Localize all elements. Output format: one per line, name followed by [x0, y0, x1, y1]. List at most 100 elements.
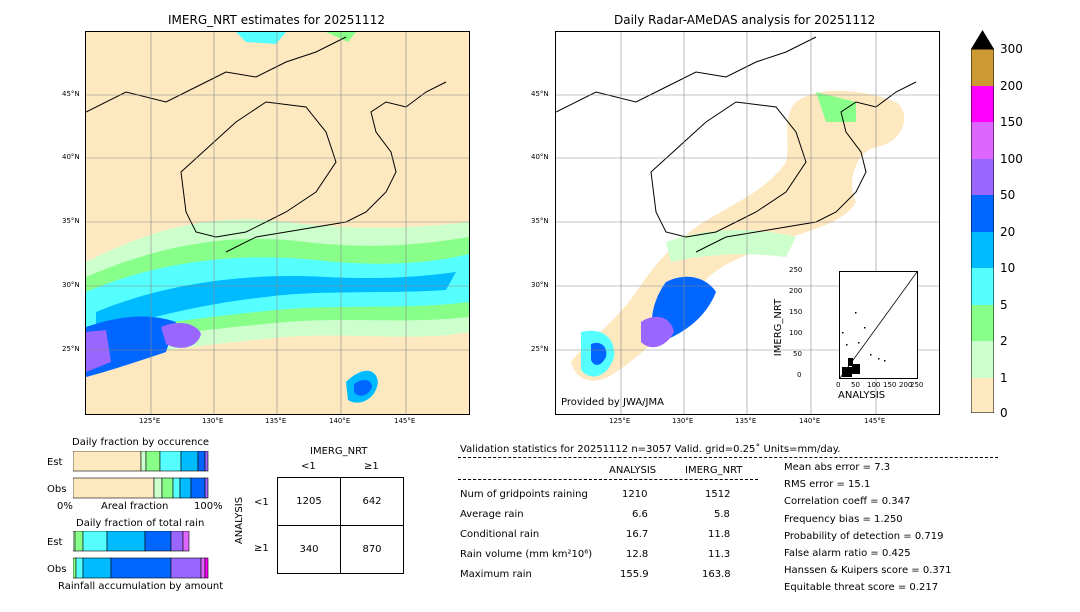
contingency-cell-c: 340: [277, 525, 341, 574]
scatter-x-tick: 150: [883, 381, 897, 389]
scatter-y-tick: 150: [789, 308, 803, 316]
validation-row-label: Rain volume (mm km²10⁶): [460, 549, 593, 560]
colorbar-label: 300: [1000, 42, 1023, 56]
scatter-y-tick: 0: [797, 371, 802, 379]
total-rain-bars: [73, 531, 209, 579]
contingency-cell-a: 1205: [277, 477, 341, 526]
scatter-inset: [839, 271, 918, 379]
right-lon-tick: 125°E: [609, 417, 631, 425]
right-lat-tick: 40°N: [531, 153, 549, 161]
total-rain-footer: Rainfall accumulation by amount: [58, 581, 224, 592]
validation-row-label: Num of gridpoints raining: [460, 489, 588, 500]
colorbar-label: 150: [1000, 115, 1023, 129]
colorbar-svg: [971, 49, 994, 413]
contingency-row-lt: <1: [254, 497, 269, 508]
colorbar-label: 5: [1000, 298, 1008, 312]
left-lat-tick: 35°N: [62, 217, 80, 225]
left-map: [85, 31, 470, 415]
colorbar-label: 1: [1000, 371, 1008, 385]
score-item: Frequency bias = 1.250: [784, 514, 903, 525]
right-lat-tick: 45°N: [531, 90, 549, 98]
validation-divider: [458, 457, 998, 458]
left-lat-tick: 40°N: [62, 153, 80, 161]
score-item: Probability of detection = 0.719: [784, 531, 944, 542]
validation-row-imerg: 5.8: [714, 509, 730, 520]
occurrence-bars: [73, 451, 209, 499]
contingency-row-title: ANALYSIS: [234, 496, 246, 545]
contingency-col-title: IMERG_NRT: [310, 446, 368, 457]
colorbar-label: 10: [1000, 261, 1016, 275]
left-lon-tick: 145°E: [394, 417, 416, 425]
scatter-x-tick: 0: [836, 381, 841, 389]
scatter-x-tick: 250: [910, 381, 924, 389]
colorbar-label: 100: [1000, 152, 1023, 166]
left-map-rain-field: [86, 32, 469, 414]
validation-row-analysis: 12.8: [626, 549, 649, 560]
contingency-cell-b: 642: [340, 477, 404, 526]
colorbar-label: 2: [1000, 334, 1008, 348]
colorbar-label: 20: [1000, 225, 1016, 239]
scatter-y-tick: 250: [789, 266, 803, 274]
right-lon-tick: 135°E: [735, 417, 757, 425]
validation-table-divider: [458, 479, 758, 480]
colorbar-extend-arrow: [971, 30, 994, 49]
scatter-plot: [839, 271, 918, 379]
contingency-col-lt: <1: [301, 461, 316, 472]
score-item: False alarm ratio = 0.425: [784, 548, 911, 559]
validation-row-analysis: 16.7: [626, 529, 649, 540]
validation-header: Validation statistics for 20251112 n=305…: [460, 444, 841, 455]
score-item: Equitable threat score = 0.217: [784, 582, 939, 593]
score-item: RMS error = 15.1: [784, 479, 871, 490]
validation-row-imerg: 163.8: [702, 569, 731, 580]
occurrence-axis-label: Areal fraction: [101, 501, 169, 512]
scatter-y-tick: 200: [789, 287, 803, 295]
left-lon-tick: 135°E: [265, 417, 287, 425]
scatter-x-tick: 50: [851, 381, 860, 389]
score-item: Hanssen & Kuipers score = 0.371: [784, 565, 952, 576]
scatter-ylabel: IMERG_NRT: [773, 298, 785, 357]
right-lat-tick: 25°N: [531, 345, 549, 353]
right-lat-tick: 30°N: [531, 281, 549, 289]
colorbar: [971, 49, 994, 413]
validation-col-analysis: ANALYSIS: [609, 465, 657, 476]
right-lon-tick: 130°E: [672, 417, 694, 425]
left-lat-tick: 45°N: [62, 90, 80, 98]
score-item: Correlation coeff = 0.347: [784, 496, 911, 507]
validation-row-analysis: 1210: [622, 489, 648, 500]
contingency-row-ge: ≥1: [254, 543, 269, 554]
occurrence-row-obs: Obs: [47, 484, 67, 495]
contingency-cell-d: 870: [340, 525, 404, 574]
left-lon-tick: 125°E: [139, 417, 161, 425]
score-item: Mean abs error = 7.3: [784, 462, 891, 473]
occurrence-title: Daily fraction by occurence: [72, 437, 210, 448]
scatter-xlabel: ANALYSIS: [838, 390, 886, 401]
total-rain-title: Daily fraction of total rain: [76, 518, 205, 529]
validation-row-analysis: 155.9: [620, 569, 649, 580]
scatter-x-tick: 200: [899, 381, 913, 389]
left-lon-tick: 140°E: [329, 417, 351, 425]
right-map-rain-field: [556, 32, 939, 414]
colorbar-label: 50: [1000, 188, 1016, 202]
contingency-col-ge: ≥1: [364, 461, 379, 472]
data-credit: Provided by JWA/JMA: [561, 397, 664, 408]
validation-row-imerg: 11.8: [708, 529, 731, 540]
right-map-title: Daily Radar-AMeDAS analysis for 20251112: [614, 13, 876, 27]
occurrence-axis-right: 100%: [194, 501, 223, 512]
left-lat-tick: 25°N: [62, 345, 80, 353]
scatter-y-tick: 50: [793, 350, 802, 358]
right-lat-tick: 35°N: [531, 217, 549, 225]
total-rain-row-est: Est: [47, 537, 63, 548]
scatter-x-tick: 100: [867, 381, 881, 389]
left-lon-tick: 130°E: [202, 417, 224, 425]
validation-row-label: Conditional rain: [460, 529, 540, 540]
validation-col-imerg: IMERG_NRT: [685, 465, 743, 476]
occurrence-row-est: Est: [47, 457, 63, 468]
validation-row-imerg: 1512: [705, 489, 731, 500]
left-map-title: IMERG_NRT estimates for 20251112: [168, 13, 385, 27]
validation-row-analysis: 6.6: [632, 509, 648, 520]
total-rain-row-obs: Obs: [47, 564, 67, 575]
right-lon-tick: 140°E: [799, 417, 821, 425]
colorbar-label: 0: [1000, 406, 1008, 420]
contingency-table: 1205 642 340 870: [277, 477, 404, 574]
occurrence-axis-left: 0%: [57, 501, 73, 512]
